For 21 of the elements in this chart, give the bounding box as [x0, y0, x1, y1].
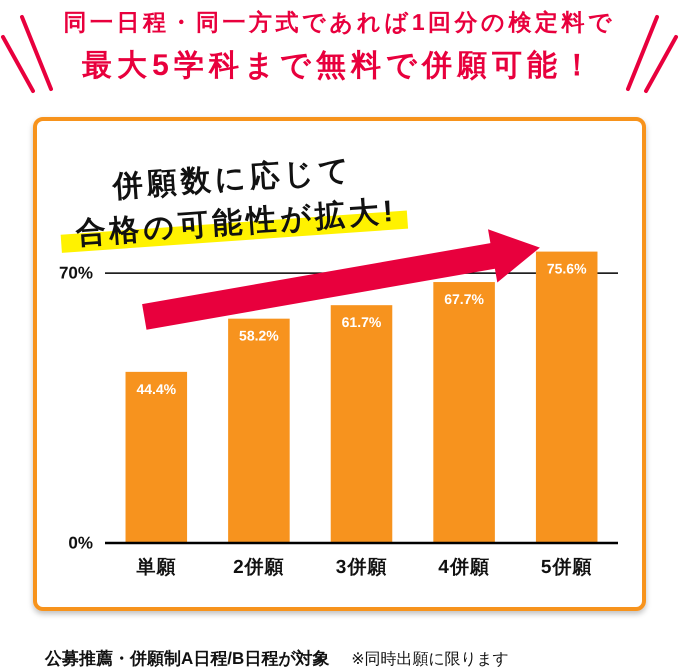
chart-title: 同一日程・同一方式であれば1回分の検定料で: [63, 9, 616, 35]
x-tick-label: 2併願: [233, 557, 285, 578]
bar: [536, 252, 598, 543]
text: 公募推薦・併願制A日程/B日程が対象: [44, 649, 330, 668]
y-tick-label: 70%: [58, 264, 93, 283]
bar: [330, 305, 392, 543]
bar: [126, 372, 188, 543]
x-tick-label: 単願: [135, 557, 176, 578]
x-tick-label: 3併願: [336, 557, 388, 578]
data-label: 61.7%: [342, 314, 382, 330]
data-label: 58.2%: [239, 328, 280, 344]
data-label: 44.4%: [136, 380, 177, 397]
x-tick-label: 5併願: [540, 557, 592, 578]
bar: [433, 282, 495, 543]
bar: [228, 318, 290, 543]
y-tick-label: 0%: [68, 534, 93, 552]
chart-subtitle: 最大5学科まで無料で併願可能！: [82, 49, 597, 82]
data-label: 67.7%: [444, 291, 484, 308]
text: ※同時出願に限ります: [351, 650, 509, 668]
data-label: 75.6%: [546, 260, 588, 277]
x-tick-label: 4併願: [438, 557, 490, 578]
